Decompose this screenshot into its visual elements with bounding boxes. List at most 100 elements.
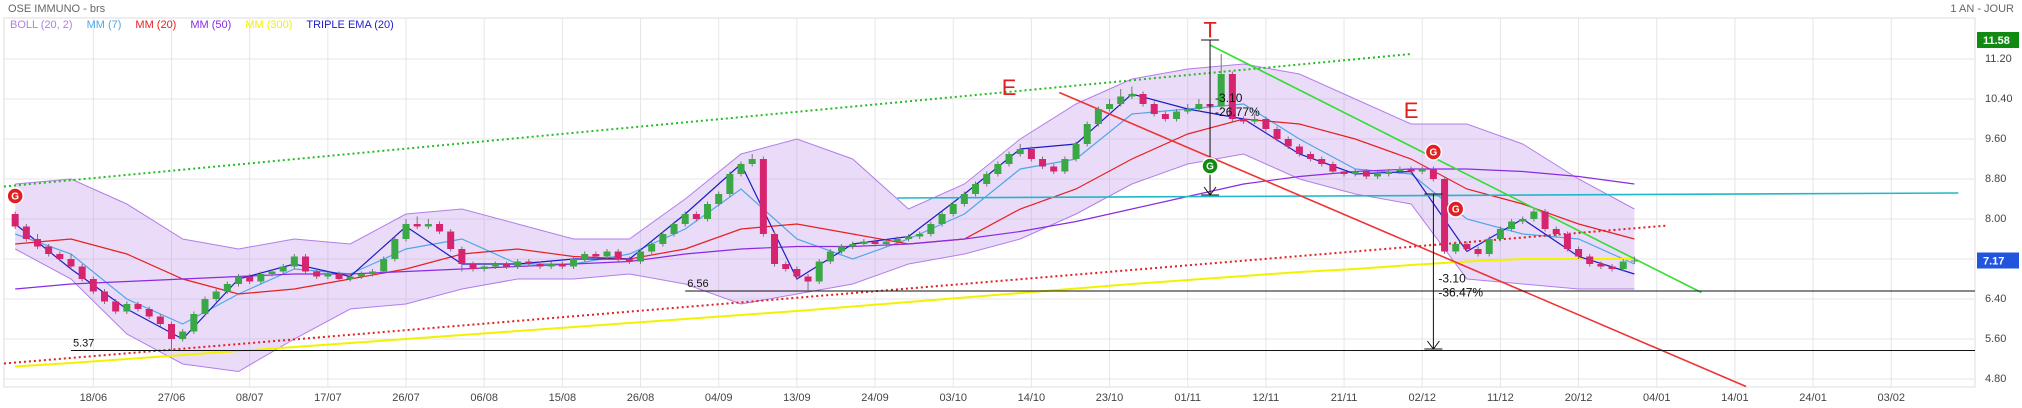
x-tick-label: 01/11 [1174,392,1201,404]
x-tick-label: 26/07 [392,392,420,404]
candle-body [1351,171,1359,174]
candle-body [826,251,834,262]
x-tick-label: 12/11 [1253,392,1280,404]
candle-body [759,159,767,234]
candle-body [1217,74,1225,107]
candle-body [625,259,633,262]
candle-body [1027,149,1035,159]
x-tick-label: 17/07 [314,392,342,404]
candle-body [614,251,622,259]
measure-percent: -26.77% [1215,105,1260,119]
candle-body [1016,149,1024,154]
candle-body [1050,166,1058,172]
candle-body [1284,139,1292,147]
x-tick-label: 11/12 [1487,392,1514,404]
candle-body [1340,171,1348,174]
candle-body [1597,264,1605,267]
candle-body [1575,249,1583,257]
candle-body [1429,169,1437,179]
x-tick-label: 26/08 [627,392,655,404]
signal-letter: E [1002,75,1017,100]
candle-body [882,241,890,244]
candle-body [1552,229,1560,234]
candle-body [346,276,354,279]
trend-line [897,192,1959,199]
x-tick-label: 24/01 [1799,392,1827,404]
candle-body [1385,171,1393,174]
y-tick-label: 9.60 [1985,133,2006,145]
candle-body [1541,211,1549,229]
period-label: 1 AN - JOUR [1950,3,2014,15]
y-tick-label: 8.80 [1985,173,2006,185]
candle-body [1418,169,1426,172]
signal-marker [6,187,24,205]
candle-body [235,276,243,284]
candle-body [994,164,1002,174]
x-tick-label: 13/09 [783,392,811,404]
candle-body [279,266,287,272]
legend-entry: MM (20) [135,19,176,31]
candle-body [558,264,566,267]
x-tick-label: 03/02 [1877,392,1905,404]
candle-body [447,231,455,249]
candle-body [1240,119,1248,122]
candle-body [1530,211,1538,219]
trend-line [3,224,1668,365]
y-tick-label: 10.40 [1985,93,2013,105]
candle-body [1139,94,1147,104]
candle-body [603,251,611,257]
candle-body [804,276,812,282]
candle-body [1161,114,1169,119]
candle-body [782,264,790,269]
candle-body [22,226,30,239]
candle-body [938,214,946,224]
candle-body [659,234,667,244]
candle-body [1374,174,1382,177]
bollinger-fill [15,64,1635,372]
candle-body [972,184,980,194]
candle-body [1474,249,1482,254]
level-label: 6.56 [687,278,708,290]
candle-body [715,194,723,204]
candle-body [145,309,153,317]
y-tick-label: 5.60 [1985,333,2006,345]
y-tick-label: 4.80 [1985,373,2006,385]
candle-body [893,239,901,242]
price-badge-label: 11.58 [1983,35,2010,47]
candle-body [380,259,388,272]
candle-body [1273,129,1281,139]
level-label: 5.37 [73,337,94,349]
candle-body [168,324,176,339]
signal-label: G [1206,162,1214,173]
measure-change: -3.10 [1215,91,1243,105]
candle-body [436,224,444,232]
candle-body [1005,154,1013,164]
candle-body [1195,104,1203,109]
candle-body [1228,74,1236,119]
x-tick-label: 14/01 [1721,392,1749,404]
candle-body [547,264,555,267]
price-badge [1977,252,2019,269]
measure-change: -3.10 [1438,271,1466,285]
candle-body [771,234,779,264]
candle-body [793,269,801,277]
indicator-line [15,258,1635,368]
candle-body [223,284,231,292]
x-tick-label: 21/11 [1331,392,1358,404]
candle-body [1072,144,1080,159]
candle-body [1463,244,1471,249]
signal-label: G [1452,205,1460,216]
candle-body [290,256,298,267]
candle-body [1362,171,1370,177]
x-tick-label: 18/06 [80,392,108,404]
candle-body [56,254,64,259]
candle-body [335,274,343,279]
candle-body [101,291,109,302]
candle-body [570,259,578,267]
candle-body [11,214,19,227]
x-tick-label: 20/12 [1565,392,1593,404]
y-tick-label: 8.00 [1985,213,2006,225]
candle-body [983,174,991,184]
candle-body [1061,159,1069,172]
candle-body [357,274,365,277]
